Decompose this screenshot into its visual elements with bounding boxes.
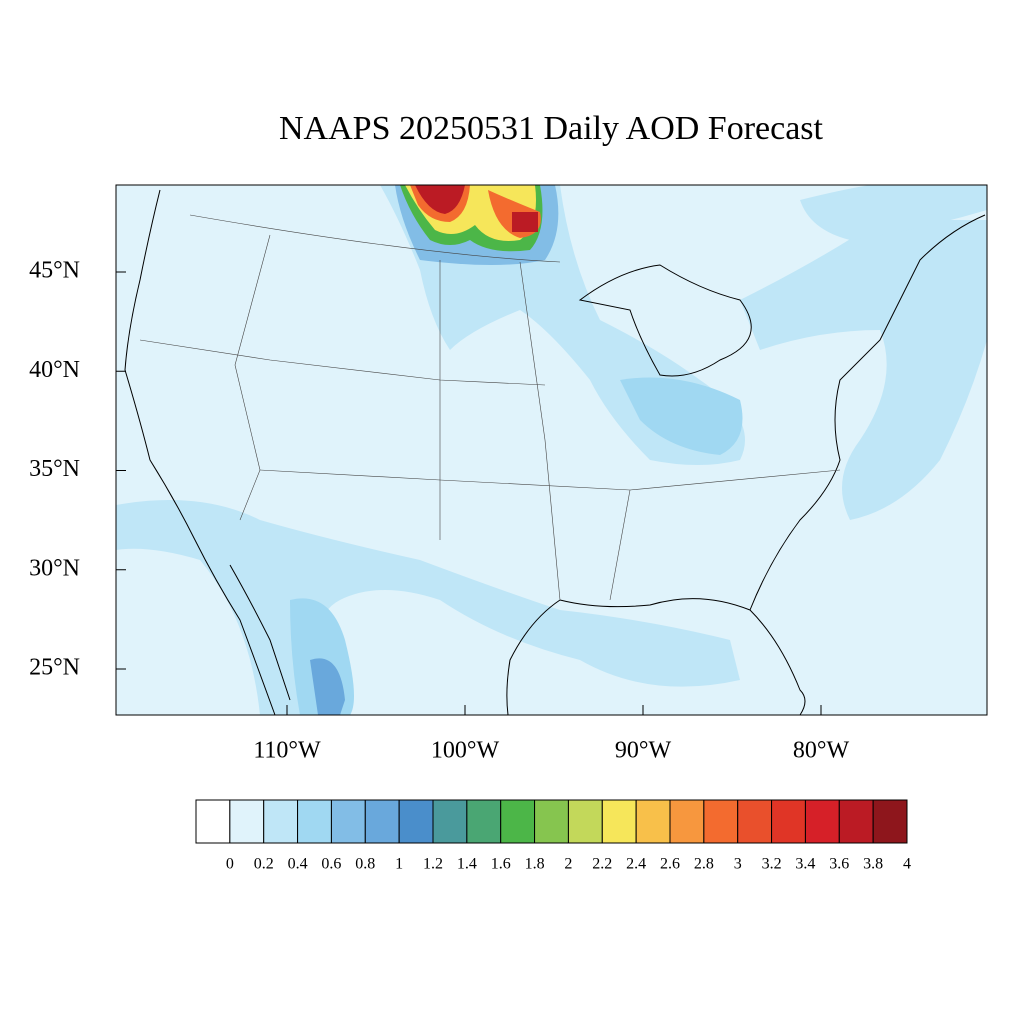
state-borders: [139, 214, 841, 601]
colorbar-label: 1: [395, 856, 403, 873]
colorbar-box: [567, 799, 603, 844]
lat-label: 25°N: [29, 655, 80, 681]
colorbar-box: [398, 799, 434, 844]
colorbar-box: [872, 799, 908, 844]
lat-label: 30°N: [29, 555, 80, 581]
colorbar-box: [263, 799, 299, 844]
colorbar-box: [771, 799, 806, 844]
colorbar-box: [534, 799, 569, 844]
colorbar-box: [669, 799, 705, 844]
aod-field: [116, 185, 987, 715]
lon-label: 90°W: [615, 738, 672, 764]
lat-label: 45°N: [29, 258, 80, 284]
colorbar-box: [297, 799, 332, 844]
colorbar-box: [635, 799, 671, 844]
colorbar-label: 0.4: [288, 856, 308, 873]
colorbar-label: 1.8: [525, 856, 545, 873]
colorbar-box: [195, 799, 231, 844]
colorbar-box: [737, 799, 773, 844]
colorbar-label: 2.4: [626, 856, 646, 873]
lon-label: 110°W: [253, 738, 321, 764]
colorbar-label: 3: [734, 856, 742, 873]
map-frame: [115, 184, 988, 716]
colorbar-label: 1.6: [491, 856, 511, 873]
colorbar-label: 4: [903, 856, 911, 873]
colorbar-label: 2.2: [592, 856, 612, 873]
colorbar-box: [364, 799, 400, 844]
colorbar-label: 0: [226, 856, 234, 873]
map-title: NAAPS 20250531 Daily AOD Forecast: [279, 110, 824, 147]
colorbar-label: 2: [564, 856, 572, 873]
colorbar-label: 2.6: [660, 856, 680, 873]
colorbar-box: [466, 799, 502, 844]
colorbar-label: 0.6: [321, 856, 341, 873]
colorbar-box: [601, 799, 637, 844]
colorbar-box: [804, 799, 840, 844]
colorbar-box: [838, 799, 874, 844]
colorbar-box: [500, 799, 536, 844]
colorbar-label: 0.2: [254, 856, 274, 873]
colorbar-label: 0.8: [355, 856, 375, 873]
colorbar-label: 2.8: [694, 856, 714, 873]
colorbar-label: 1.4: [457, 856, 477, 873]
lon-label: 80°W: [793, 738, 850, 764]
colorbar-box: [703, 799, 739, 844]
colorbar-label: 3.6: [829, 856, 849, 873]
graticule-ticks: 45°N 40°N 35°N 30°N 25°N 110°W 100°W 90°W 80°W: [29, 258, 849, 764]
colorbar: 0 0.2 0.4 0.6 0.8 1 1.2 1.4 1.6 1.8 2 2.2 2.4 2.6 2.8 3…: [195, 799, 911, 873]
colorbar-label: 3.8: [863, 856, 883, 873]
coastlines: [124, 189, 986, 716]
lat-label: 40°N: [29, 357, 80, 383]
colorbar-label: 1.2: [423, 856, 443, 873]
colorbar-box: [229, 799, 265, 844]
colorbar-box: [330, 799, 366, 844]
lat-label: 35°N: [29, 456, 80, 482]
colorbar-label: 3.2: [762, 856, 782, 873]
colorbar-label: 3.4: [795, 856, 815, 873]
lon-label: 100°W: [431, 738, 500, 764]
colorbar-box: [432, 799, 468, 844]
